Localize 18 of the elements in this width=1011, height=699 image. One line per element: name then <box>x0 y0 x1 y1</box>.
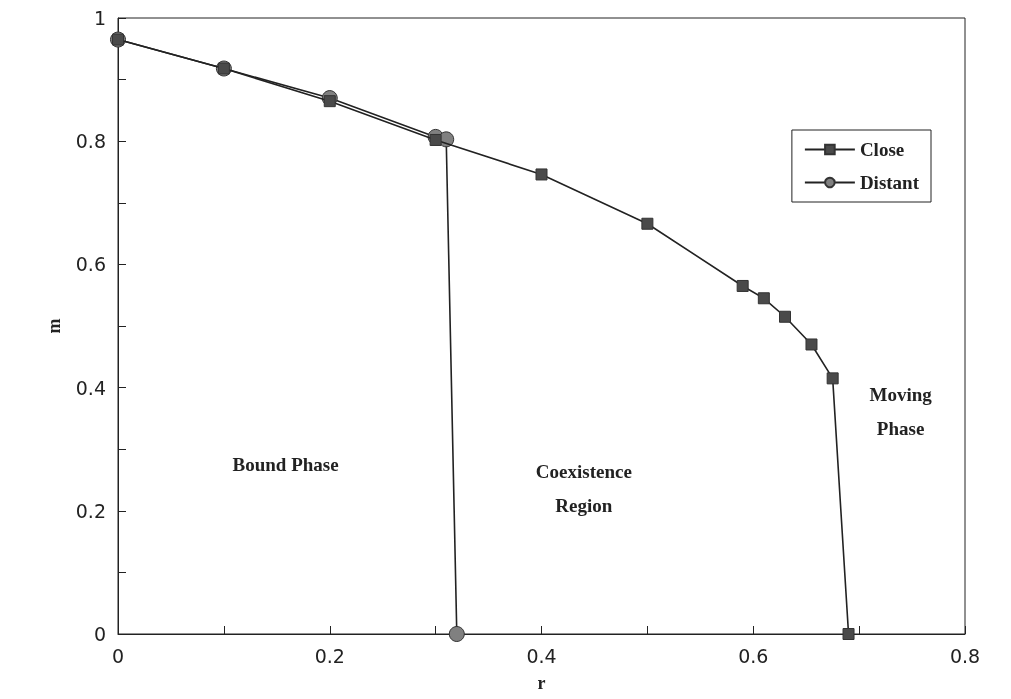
annotation: Bound Phase <box>232 453 339 475</box>
legend-label: Close <box>859 139 905 160</box>
y-tick-label: 0 <box>93 623 106 645</box>
x-tick-label: 0.2 <box>314 644 345 667</box>
annotation: Coexistence Region <box>535 460 632 516</box>
y-axis-title: m <box>44 318 64 334</box>
x-tick-label: 0.8 <box>949 644 981 667</box>
legend-label: Distant <box>859 172 920 193</box>
y-tick-label: 0.2 <box>75 499 106 522</box>
y-tick-label: 0.8 <box>75 130 106 153</box>
y-tick-label: 0.4 <box>75 376 106 399</box>
x-tick-label: 0 <box>111 644 125 667</box>
x-axis-title: r <box>537 673 546 693</box>
y-tick-label: 1 <box>93 7 106 29</box>
annotation: Moving Phase <box>869 383 933 439</box>
y-tick-label: 0.6 <box>75 253 106 276</box>
x-tick-label: 0.6 <box>738 644 769 667</box>
x-tick-label: 0.4 <box>526 644 557 667</box>
